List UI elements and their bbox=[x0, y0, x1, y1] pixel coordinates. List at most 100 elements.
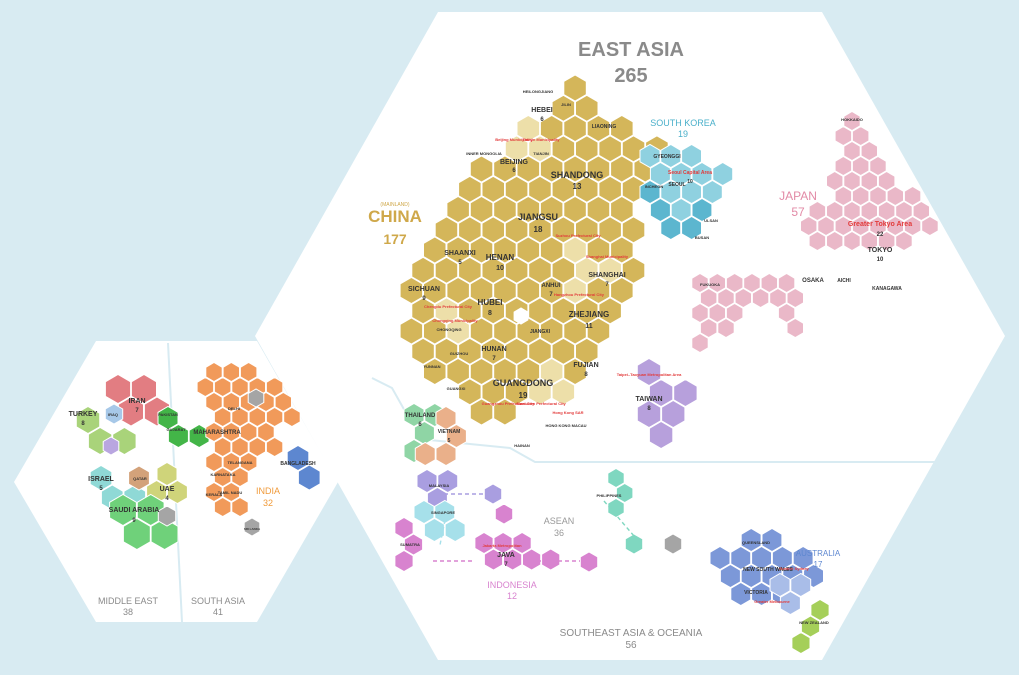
iran-hex bbox=[130, 373, 157, 405]
india-state-hex bbox=[213, 376, 232, 398]
new-zealand-hex bbox=[800, 615, 821, 638]
india-state-hex bbox=[213, 496, 232, 518]
philippines-south-hex bbox=[624, 533, 644, 555]
china-province-hex bbox=[481, 256, 505, 284]
india-state-hex bbox=[239, 361, 258, 383]
label-labels-greater-sydney: Greater Sydney bbox=[779, 566, 809, 571]
label-countries-india-count: 32 bbox=[263, 498, 273, 508]
japan-prefecture-hex bbox=[912, 200, 930, 222]
label-labels-vietnam: VIETNAM bbox=[438, 429, 461, 435]
japan-west-hex bbox=[717, 287, 735, 309]
china-province-hex bbox=[434, 256, 459, 284]
korea-hex bbox=[639, 179, 661, 205]
china-province-hex bbox=[481, 297, 505, 325]
india-state-hex bbox=[274, 391, 292, 413]
japan-prefecture-hex bbox=[877, 170, 896, 192]
china-province-hex bbox=[528, 175, 552, 203]
singapore-connector bbox=[439, 519, 446, 546]
china-province-hex bbox=[551, 216, 576, 244]
label-countries-south-korea-name: SOUTH KOREA bbox=[650, 118, 716, 128]
australia-hex bbox=[761, 527, 783, 553]
japan-prefecture-hex bbox=[800, 215, 818, 237]
japan-west-hex bbox=[691, 272, 709, 294]
china-province-hex bbox=[610, 114, 634, 143]
label-countries-asean-count: 36 bbox=[554, 528, 564, 538]
china-province-hex bbox=[610, 276, 634, 305]
label-labels-anhui: ANHUI bbox=[542, 283, 561, 289]
korea-hex bbox=[701, 179, 723, 205]
japan-west-hex bbox=[708, 272, 726, 294]
label-labels-jiangsu: JIANGSU bbox=[518, 212, 558, 222]
java-hex bbox=[541, 548, 561, 571]
bangladesh-hex bbox=[297, 464, 321, 491]
label-labels-fujian-n: 8 bbox=[584, 372, 588, 378]
philippines-hex bbox=[615, 482, 634, 504]
label-labels-shanghai-n: 7 bbox=[605, 282, 609, 288]
korea-hex bbox=[660, 215, 682, 241]
label-labels-sichuan-n: 9 bbox=[422, 296, 426, 302]
label-labels-hubei: HUBEI bbox=[478, 298, 503, 307]
japan-west-hex bbox=[691, 302, 709, 324]
japan-prefecture-hex bbox=[869, 155, 887, 177]
china-province-hex bbox=[504, 337, 529, 365]
label-labels-anhui-n: 7 bbox=[549, 292, 553, 298]
japan-prefecture-hex bbox=[921, 215, 939, 237]
korea-hex bbox=[649, 161, 671, 187]
label-labels-hebei-n: 6 bbox=[540, 117, 544, 123]
india-state-hex bbox=[248, 436, 266, 458]
china-province-hex bbox=[516, 357, 541, 386]
label-labels-kerala: KERALA bbox=[206, 492, 223, 497]
china-province-hex bbox=[551, 256, 576, 284]
china-province-hex bbox=[504, 256, 529, 284]
label-countries-china-name: CHINA bbox=[368, 207, 422, 226]
australia-hex bbox=[751, 545, 772, 571]
china-province-hex bbox=[539, 236, 564, 264]
thailand-hex bbox=[413, 420, 435, 446]
label-labels-java: JAVA bbox=[497, 552, 515, 559]
japan-prefecture-hex bbox=[843, 140, 861, 162]
china-province-hex bbox=[575, 216, 599, 244]
new-zealand-hex bbox=[791, 631, 811, 655]
china-province-hex bbox=[563, 114, 587, 143]
china-province-hex bbox=[598, 175, 622, 203]
china-province-hex bbox=[434, 216, 459, 244]
china-province-hex bbox=[493, 357, 517, 386]
china-province-hex bbox=[481, 337, 505, 365]
india-state-hex bbox=[222, 391, 240, 413]
japan-west-hex bbox=[751, 287, 770, 309]
japan-prefecture-hex bbox=[886, 185, 904, 207]
label-labels-chengdu-pref: Chengdu Prefectural City bbox=[424, 304, 473, 309]
japan-west-hex bbox=[777, 302, 796, 324]
malaysia-hex bbox=[416, 468, 438, 494]
label-labels-nsw: NEW SOUTH WALES bbox=[743, 567, 793, 573]
japan-prefecture-hex bbox=[860, 230, 878, 252]
china-province-hex bbox=[516, 195, 541, 224]
label-labels-pakistan: PAKISTAN bbox=[158, 412, 178, 417]
pakistan-hex bbox=[167, 423, 189, 449]
label-labels-hongkong-sar: Hong Kong SAR bbox=[552, 410, 583, 415]
east-asia-panel bbox=[255, 12, 1005, 660]
label-labels-saudi-n: 9 bbox=[132, 518, 136, 524]
australia-hex bbox=[709, 545, 731, 571]
label-labels-beijing: BEIJING bbox=[500, 159, 529, 166]
label-countries-asean-name: ASEAN bbox=[544, 516, 575, 526]
sri-lanka-hex bbox=[243, 517, 261, 537]
japan-prefecture-hex bbox=[826, 170, 844, 192]
label-labels-tokyo: TOKYO bbox=[868, 247, 893, 254]
india-state-hex bbox=[213, 436, 232, 458]
china-province-hex bbox=[610, 155, 634, 183]
india-state-hex bbox=[248, 406, 266, 428]
label-labels-hebei: HEBEI bbox=[531, 107, 552, 114]
label-labels-incheon: INCHEON bbox=[645, 184, 664, 189]
label-labels-jiangsu-n: 18 bbox=[534, 225, 543, 234]
china-province-hex bbox=[575, 175, 599, 203]
china-province-hex bbox=[516, 236, 541, 264]
japan-west-hex bbox=[717, 317, 735, 339]
korea-hex bbox=[670, 197, 692, 223]
china-province-hex bbox=[528, 135, 552, 163]
india-state-hex bbox=[265, 436, 284, 458]
label-labels-qatar: QATAR bbox=[133, 476, 147, 481]
label-countries-australia-count: 17 bbox=[814, 560, 823, 569]
china-province-hex bbox=[563, 317, 587, 345]
china-province-hex bbox=[563, 276, 587, 305]
